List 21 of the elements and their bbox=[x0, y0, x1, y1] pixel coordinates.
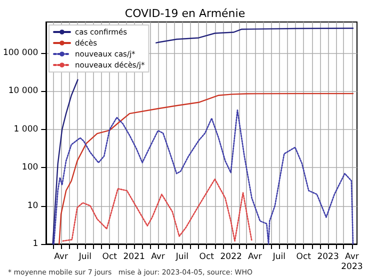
x-tick-label: Avr bbox=[151, 252, 166, 262]
x-tick-label: Avr bbox=[248, 252, 262, 262]
y-tick-label: 100 bbox=[22, 162, 38, 173]
x-tick-label: Juil bbox=[78, 252, 92, 262]
y-tick-label: 1 bbox=[32, 239, 38, 249]
x-tick-label: 2022 bbox=[220, 252, 242, 262]
x-tick-label: Avr bbox=[54, 252, 68, 262]
line-series bbox=[62, 178, 252, 242]
x-tick-label: 2023 bbox=[317, 252, 339, 262]
x-tick-label: Juil bbox=[272, 252, 286, 262]
x-tick-label: Oct bbox=[199, 252, 215, 262]
x-tick-label: Oct bbox=[296, 252, 312, 262]
x-tick-label: Juil bbox=[174, 252, 188, 262]
chart-title: COVID-19 en Arménie bbox=[124, 7, 246, 20]
y-tick-label: 10 000 bbox=[8, 86, 38, 96]
x-tick-label: Oct bbox=[102, 252, 118, 262]
x-tick-label: Avr 2023 bbox=[341, 252, 363, 272]
y-tick-label: 10 bbox=[27, 200, 38, 211]
x-tick-label: 2021 bbox=[123, 252, 145, 262]
y-tick-label: 1 000 bbox=[14, 124, 38, 134]
y-tick-label: 100 000 bbox=[2, 48, 38, 58]
